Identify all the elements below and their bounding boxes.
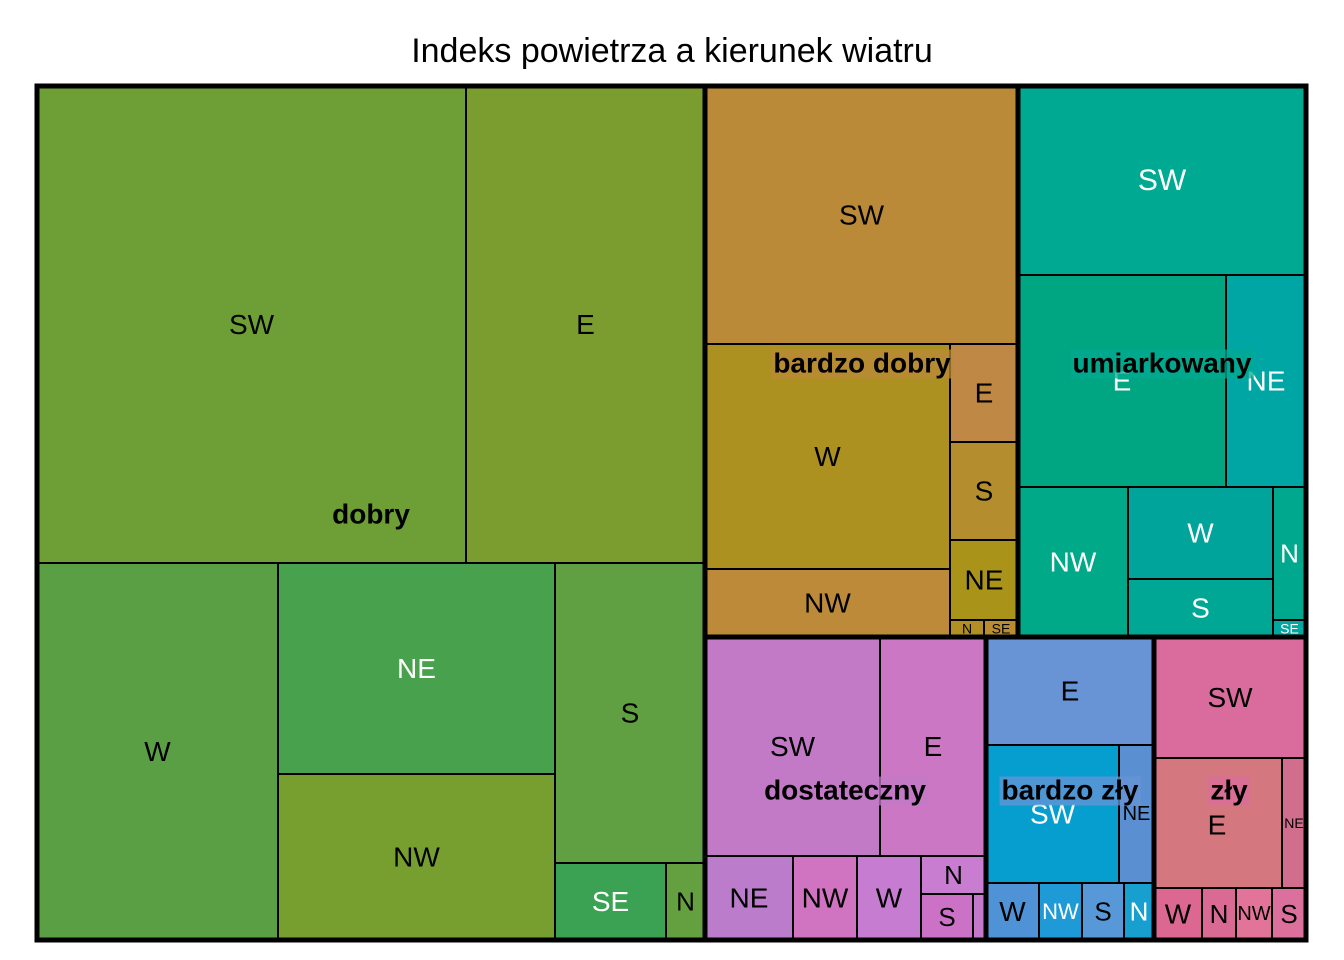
treemap-cell-bardzo-zly-ne (1118, 744, 1155, 884)
cell-label-umiarkowany-n: N (1280, 539, 1299, 569)
group-label-bg-bardzo-dobry (771, 349, 954, 379)
group-label-bg-zly (1208, 776, 1251, 806)
cell-label-dobry-s: S (621, 698, 640, 729)
treemap-cell-bardzo-dobry-e (949, 343, 1019, 443)
cell-label-dostateczny-sw: SW (770, 731, 816, 762)
cell-label-bardzo-dobry-w: W (814, 441, 841, 472)
treemap-cell-dostateczny-sw (704, 636, 881, 857)
cell-label-dobry-se: SE (592, 886, 629, 917)
cell-label-bardzo-dobry-e: E (975, 378, 994, 409)
treemap-cell-bardzo-dobry-ne (949, 539, 1019, 621)
treemap-cell-bardzo-zly-w (985, 882, 1040, 941)
cell-label-umiarkowany-nw: NW (1050, 547, 1097, 578)
cell-label-dostateczny-e: E (924, 731, 943, 762)
treemap-cell-umiarkowany-w (1127, 486, 1274, 580)
treemap-cell-umiarkowany-nw (1017, 486, 1129, 638)
cell-label-umiarkowany-se: SE (1280, 621, 1299, 637)
cell-label-umiarkowany-w: W (1187, 518, 1214, 549)
treemap-cell-dobry-n (665, 862, 706, 941)
cell-label-dostateczny-s: S (938, 902, 955, 932)
group-label-zly: zły (1210, 775, 1248, 806)
cell-label-bardzo-dobry-ne: NE (965, 565, 1004, 596)
cell-label-bardzo-dobry-sw: SW (839, 200, 885, 231)
cell-label-dostateczny-w: W (876, 883, 903, 914)
treemap-frame (34, 83, 1309, 943)
cell-label-bardzo-zly-n: N (1130, 897, 1149, 927)
treemap-cell-dostateczny-e (879, 636, 987, 857)
cell-label-dostateczny-ne: NE (730, 883, 769, 914)
treemap-cell-dobry-w (36, 562, 279, 941)
cell-label-dobry-sw: SW (229, 309, 275, 340)
group-label-bg-dobry (330, 500, 413, 530)
treemap-cell-bardzo-dobry-w (704, 343, 951, 570)
cell-label-dostateczny-nw: NW (802, 883, 849, 914)
cell-label-bardzo-zly-nw: NW (1042, 899, 1079, 924)
cell-label-dobry-n: N (676, 887, 695, 917)
treemap-cell-bardzo-dobry-s (949, 441, 1019, 541)
treemap-cell-umiarkowany-s (1127, 578, 1274, 638)
treemap-cell-bardzo-zly-nw (1038, 882, 1083, 941)
cell-label-zly-e: E (1208, 810, 1227, 841)
cell-label-bardzo-dobry-n: N (962, 621, 972, 637)
cell-label-zly-sw: SW (1207, 682, 1253, 713)
cell-label-zly-nw: NW (1237, 903, 1270, 925)
group-label-dobry: dobry (332, 499, 410, 530)
group-label-bardzo-zly: bardzo zły (1002, 775, 1139, 806)
cell-label-bardzo-zly-w: W (999, 896, 1026, 927)
group-label-bg-umiarkowany (1070, 349, 1254, 379)
cell-label-bardzo-dobry-s: S (975, 476, 994, 507)
cell-label-bardzo-dobry-se: SE (992, 621, 1011, 637)
treemap-cell-umiarkowany-e (1017, 274, 1227, 488)
group-label-bardzo-dobry: bardzo dobry (773, 348, 951, 379)
cell-label-zly-w: W (1165, 899, 1192, 930)
cell-label-bardzo-dobry-nw: NW (804, 588, 851, 619)
chart-title: Indeks powietrza a kierunek wiatru (411, 32, 933, 70)
cell-label-bardzo-zly-s: S (1094, 897, 1111, 927)
treemap-cell-umiarkowany-sw (1017, 85, 1307, 276)
cell-label-dobry-nw: NW (393, 842, 440, 873)
cell-label-umiarkowany-sw: SW (1138, 164, 1187, 197)
treemap-cell-dobry-sw (36, 85, 467, 564)
cell-label-zly-s: S (1280, 899, 1297, 929)
cell-label-zly-n: N (1210, 899, 1229, 929)
group-label-bg-dostateczny (762, 776, 929, 806)
treemap-cell-dobry-ne (277, 562, 556, 775)
cell-label-umiarkowany-s: S (1191, 593, 1210, 624)
cell-label-dostateczny-n: N (944, 860, 963, 890)
cell-label-zly-ne: NE (1284, 815, 1303, 831)
treemap-cell-dostateczny-n (920, 855, 987, 895)
treemap-cell-dostateczny-nw (792, 855, 858, 941)
group-label-dostateczny: dostateczny (764, 775, 926, 806)
cell-label-bardzo-zly-e: E (1061, 676, 1080, 707)
cell-label-dobry-w: W (144, 736, 171, 767)
cell-label-dobry-ne: NE (397, 653, 436, 684)
group-label-bg-bardzo-zly (999, 776, 1141, 806)
cell-label-bardzo-zly-ne: NE (1123, 803, 1151, 825)
group-label-umiarkowany: umiarkowany (1073, 348, 1252, 379)
cell-label-dobry-e: E (576, 309, 595, 340)
